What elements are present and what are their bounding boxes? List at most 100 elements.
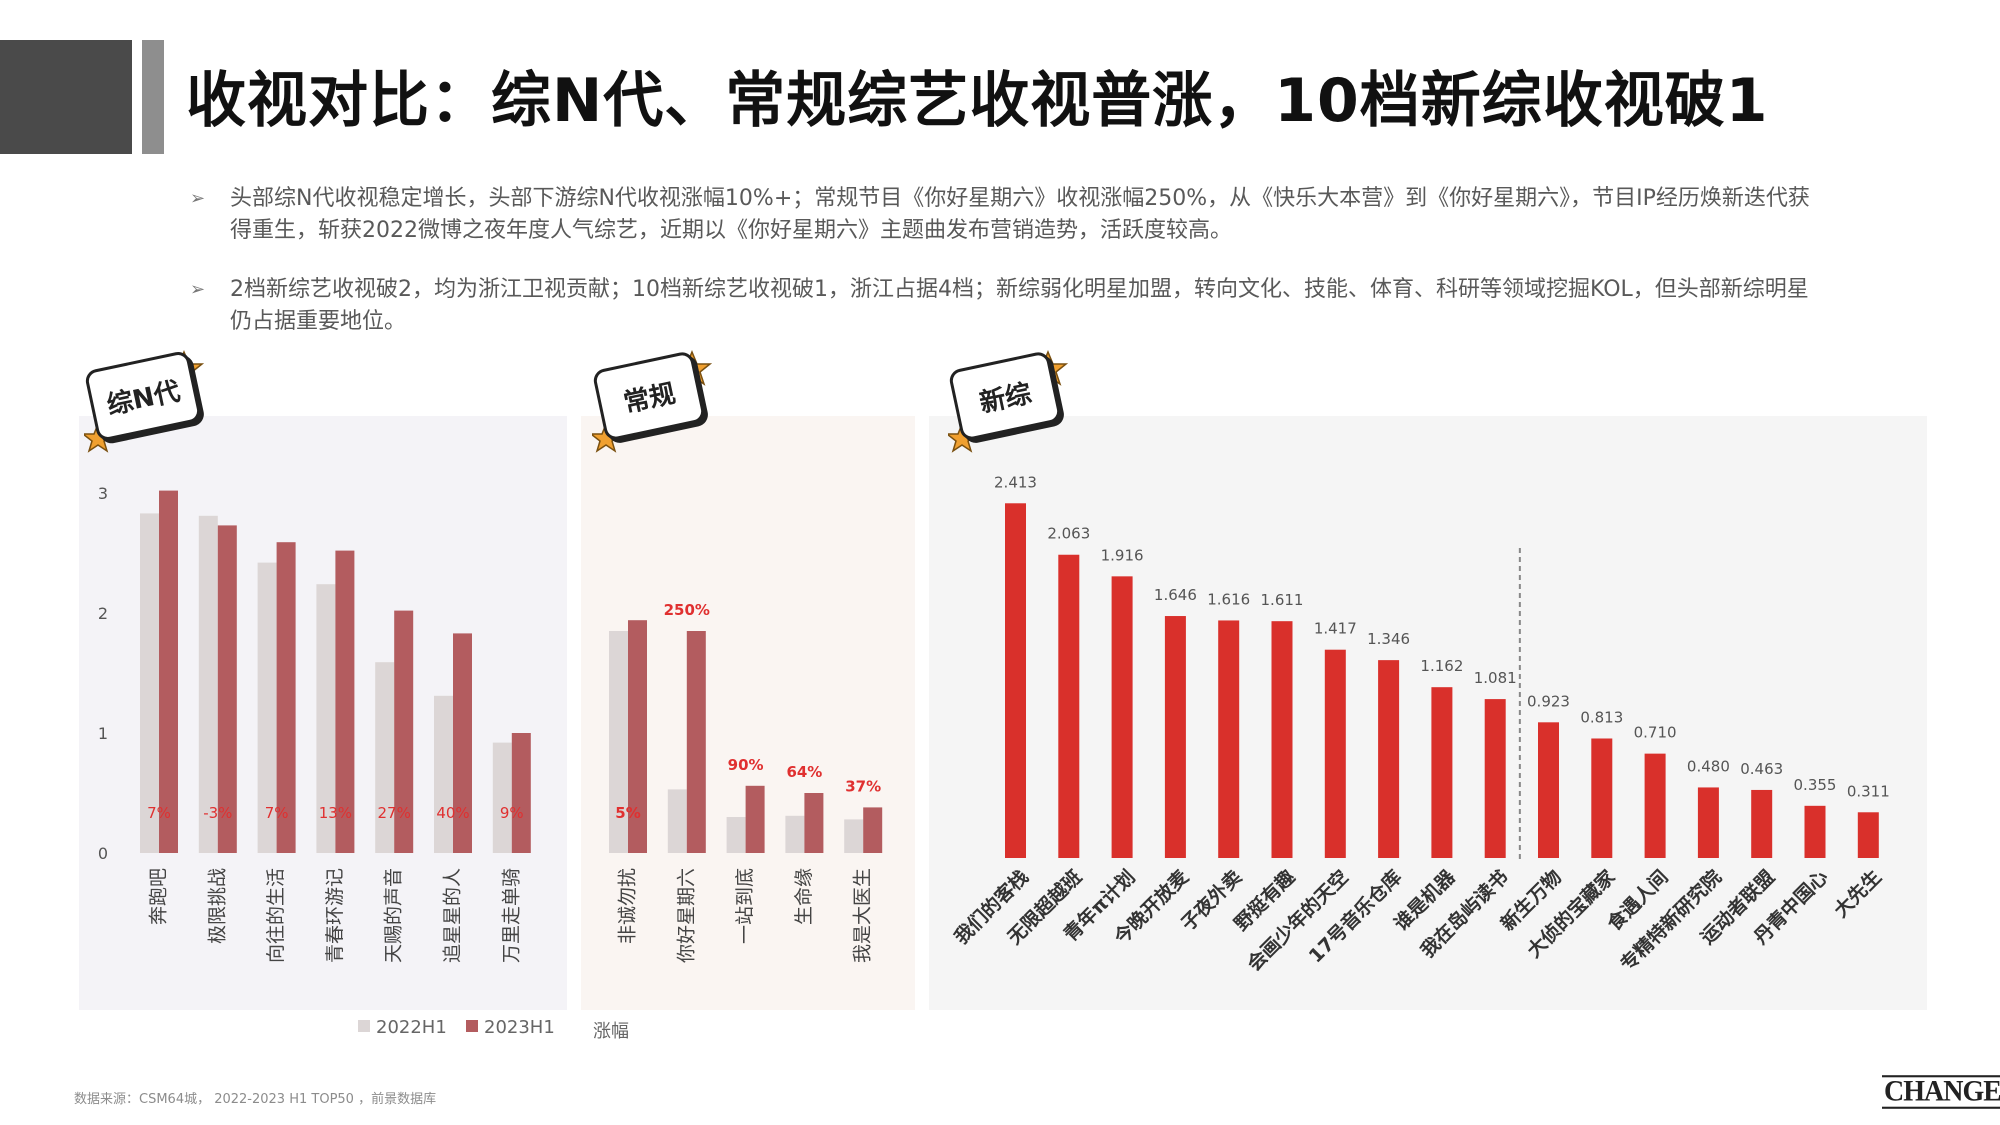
value-label: 1.346 xyxy=(1367,630,1410,648)
value-label: 2.413 xyxy=(994,473,1037,491)
bar-2023 xyxy=(159,490,178,853)
legend-swatch-2023 xyxy=(466,1020,478,1032)
bar-2022 xyxy=(785,815,805,853)
category-label: 大先生 xyxy=(1829,865,1886,922)
growth-label: 13% xyxy=(319,804,352,822)
regular-chart: 5% 非诚勿扰 250% 你好星期六 90% 一站到底 64% 生命缘 37% 我是大医生 xyxy=(609,601,883,963)
value-label: 1.646 xyxy=(1154,586,1197,604)
bar-2023 xyxy=(686,631,706,853)
legend-swatch-2022 xyxy=(358,1020,370,1032)
bullet-2-text: 2档新综艺收视破2，均为浙江卫视贡献；10档新综艺收视破1，浙江占据4档；新综弱… xyxy=(230,277,1809,334)
value-label: 1.417 xyxy=(1314,620,1357,638)
bar-2022 xyxy=(667,789,687,853)
value-label: 0.355 xyxy=(1794,776,1837,794)
new-variety-bar xyxy=(1697,787,1719,858)
bar-2023 xyxy=(453,633,472,853)
value-label: 1.611 xyxy=(1261,591,1304,609)
category-label: 17号音乐仓库 xyxy=(1304,865,1406,967)
growth-label: -3% xyxy=(203,804,232,822)
y-tick-label: 0 xyxy=(98,844,108,863)
value-label: 0.311 xyxy=(1847,782,1890,800)
category-label: 生命缘 xyxy=(793,868,815,925)
value-label: 0.463 xyxy=(1740,760,1783,778)
new-variety-bar xyxy=(1431,687,1453,858)
bar-2022 xyxy=(434,695,453,853)
y-tick-label: 3 xyxy=(98,484,108,503)
value-label: 0.813 xyxy=(1580,708,1623,726)
category-label: 追星星的人 xyxy=(442,868,464,963)
brand-logo: CHANGEMO xyxy=(1882,1075,2000,1109)
bar-2023 xyxy=(276,542,296,853)
y-tick-label: 1 xyxy=(98,724,108,743)
legend-2022: 2022H1 xyxy=(358,1017,447,1038)
badge-new: 新综 xyxy=(947,350,1069,453)
bar-2022 xyxy=(257,562,277,853)
badge-regular: 常规 xyxy=(591,350,713,453)
bar-2023 xyxy=(628,620,647,853)
new-variety-bar xyxy=(1591,738,1613,858)
growth-label: 7% xyxy=(147,804,171,822)
badge-new-label: 新综 xyxy=(976,378,1035,419)
new-variety-bar xyxy=(1857,812,1879,858)
new-variety-bar xyxy=(1378,660,1400,858)
badge-regular-label: 常规 xyxy=(620,378,679,419)
header-dark-block xyxy=(0,40,132,154)
growth-label: 7% xyxy=(265,804,289,822)
category-label: 万里走单骑 xyxy=(500,868,522,963)
category-label: 非诚勿扰 xyxy=(617,868,639,944)
value-label: 1.081 xyxy=(1474,669,1517,687)
category-label: 天赐的声音 xyxy=(383,868,405,963)
new-variety-bar xyxy=(1804,805,1826,858)
page-title: 收视对比：综N代、常规综艺收视普涨，10档新综收视破1 xyxy=(186,66,1769,136)
growth-label: 9% xyxy=(500,804,524,822)
category-label: 我是大医生 xyxy=(852,868,874,963)
bullet-1-text: 头部综N代收视稳定增长，头部下游综N代收视涨幅10%+；常规节目《你好星期六》收… xyxy=(230,186,1810,243)
new-variety-bar xyxy=(1484,699,1506,858)
value-label: 0.923 xyxy=(1527,692,1570,710)
new-variety-bar xyxy=(1271,621,1293,858)
new-variety-bar xyxy=(1218,620,1240,858)
badge-zongN-label: 综N代 xyxy=(104,376,183,421)
bullet-2: ➢ 2档新综艺收视破2，均为浙江卫视贡献；10档新综艺收视破1，浙江占据4档；新… xyxy=(190,274,1830,338)
header-accent-bar xyxy=(142,40,164,154)
legend-label-growth: 涨幅 xyxy=(593,1021,629,1042)
bar-2023 xyxy=(745,785,765,853)
new-variety-bar xyxy=(1111,576,1133,858)
growth-label: 5% xyxy=(615,804,640,822)
growth-label: 64% xyxy=(786,763,822,781)
value-label: 1.616 xyxy=(1207,590,1250,608)
bar-2023 xyxy=(804,793,824,853)
arrow-bullet-icon: ➢ xyxy=(190,279,206,300)
bar-2022 xyxy=(492,742,512,853)
legend-growth: 涨幅 xyxy=(593,1017,629,1043)
legend-2023: 2023H1 xyxy=(466,1017,555,1038)
new-variety-bar xyxy=(1324,649,1346,858)
bar-2023 xyxy=(217,525,237,853)
bar-2022 xyxy=(726,817,746,853)
category-label: 你好星期六 xyxy=(675,868,697,963)
new-variety-bar xyxy=(1005,503,1026,858)
bar-2022 xyxy=(198,515,218,853)
value-label: 2.063 xyxy=(1047,525,1090,543)
growth-label: 37% xyxy=(845,777,881,795)
legend-label-2022: 2022H1 xyxy=(376,1017,447,1038)
category-label: 向往的生活 xyxy=(265,868,287,963)
new-variety-bar xyxy=(1058,554,1080,858)
new-variety-bar xyxy=(1751,789,1773,858)
category-label: 一站到底 xyxy=(734,868,756,944)
bar-2022 xyxy=(609,631,628,853)
value-label: 0.710 xyxy=(1634,724,1677,742)
category-label: 奔跑吧 xyxy=(148,868,170,925)
bar-2022 xyxy=(844,819,864,853)
y-tick-label: 2 xyxy=(98,604,108,623)
zongN-chart: 0 1 2 3 7% 奔跑吧 -3% 极限挑战 7% 向往的生活 13% 青春环游记 27% 天赐的声音 4… xyxy=(98,484,531,963)
legend-label-2023: 2023H1 xyxy=(484,1017,555,1038)
badge-zongN: 综N代 xyxy=(83,349,205,453)
arrow-bullet-icon: ➢ xyxy=(190,188,206,209)
bar-2023 xyxy=(394,610,414,853)
growth-label: 250% xyxy=(664,601,710,619)
bar-2022 xyxy=(316,584,336,853)
value-label: 0.480 xyxy=(1687,757,1730,775)
bullet-1: ➢ 头部综N代收视稳定增长，头部下游综N代收视涨幅10%+；常规节目《你好星期六… xyxy=(190,183,1830,247)
